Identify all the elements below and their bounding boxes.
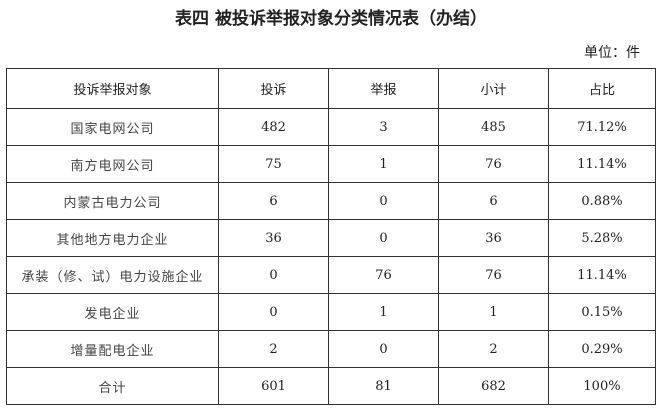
row-label: 增量配电企业 <box>6 330 219 368</box>
table-cell: 2 <box>438 330 549 368</box>
table-cell: 11.14% <box>548 145 656 183</box>
table-cell: 485 <box>438 108 549 146</box>
table-cell: 11.14% <box>548 256 656 294</box>
row-label: 南方电网公司 <box>6 145 219 183</box>
column-header: 举报 <box>328 68 439 109</box>
row-label: 国家电网公司 <box>6 108 219 146</box>
table-row: 增量配电企业 2 0 2 0.29% <box>6 330 656 368</box>
table-cell: 0 <box>328 182 439 220</box>
header-row: 投诉举报对象 投诉 举报 小计 占比 <box>6 68 656 109</box>
table-cell: 3 <box>328 108 439 146</box>
row-label: 内蒙古电力公司 <box>6 182 219 220</box>
table-cell: 5.28% <box>548 219 656 257</box>
table-cell: 6 <box>218 182 329 220</box>
row-label: 承装（修、试）电力设施企业 <box>6 256 219 294</box>
column-header: 投诉 <box>218 68 329 109</box>
table-cell: 6 <box>438 182 549 220</box>
table-cell: 0.15% <box>548 293 656 331</box>
table-row: 发电企业 0 1 1 0.15% <box>6 293 656 331</box>
table-cell: 71.12% <box>548 108 656 146</box>
table-cell: 0.88% <box>548 182 656 220</box>
complaint-table: 投诉举报对象 投诉 举报 小计 占比 国家电网公司 482 3 485 71.12% 南方电网公司… <box>6 68 656 405</box>
table-cell: 682 <box>438 367 549 405</box>
table-cell: 81 <box>328 367 439 405</box>
row-label: 发电企业 <box>6 293 219 331</box>
table-cell: 76 <box>328 256 439 294</box>
table-cell: 1 <box>438 293 549 331</box>
table-cell: 76 <box>438 256 549 294</box>
table-cell: 36 <box>438 219 549 257</box>
table-cell: 0 <box>218 256 329 294</box>
table-row: 承装（修、试）电力设施企业 0 76 76 11.14% <box>6 256 656 294</box>
table-cell: 0 <box>328 219 439 257</box>
table-cell: 0 <box>218 293 329 331</box>
column-header: 小计 <box>438 68 549 109</box>
table-row: 合计 601 81 682 100% <box>6 367 656 405</box>
table-cell: 0 <box>328 330 439 368</box>
table-cell: 2 <box>218 330 329 368</box>
table-cell: 0.29% <box>548 330 656 368</box>
unit-label: 单位：件 <box>584 45 640 61</box>
table-row: 内蒙古电力公司 6 0 6 0.88% <box>6 182 656 220</box>
column-header: 占比 <box>548 68 656 109</box>
table-cell: 76 <box>438 145 549 183</box>
table-cell: 36 <box>218 219 329 257</box>
column-header: 投诉举报对象 <box>6 68 219 109</box>
table-cell: 601 <box>218 367 329 405</box>
table-row: 国家电网公司 482 3 485 71.12% <box>6 108 656 146</box>
table-title: 表四 被投诉举报对象分类情况表（办结） <box>175 9 487 29</box>
table-cell: 482 <box>218 108 329 146</box>
table-row: 南方电网公司 75 1 76 11.14% <box>6 145 656 183</box>
table-cell: 1 <box>328 145 439 183</box>
row-label: 其他地方电力企业 <box>6 219 219 257</box>
table-cell: 75 <box>218 145 329 183</box>
table-cell: 1 <box>328 293 439 331</box>
table-row: 其他地方电力企业 36 0 36 5.28% <box>6 219 656 257</box>
row-label: 合计 <box>6 367 219 405</box>
table-cell: 100% <box>548 367 656 405</box>
